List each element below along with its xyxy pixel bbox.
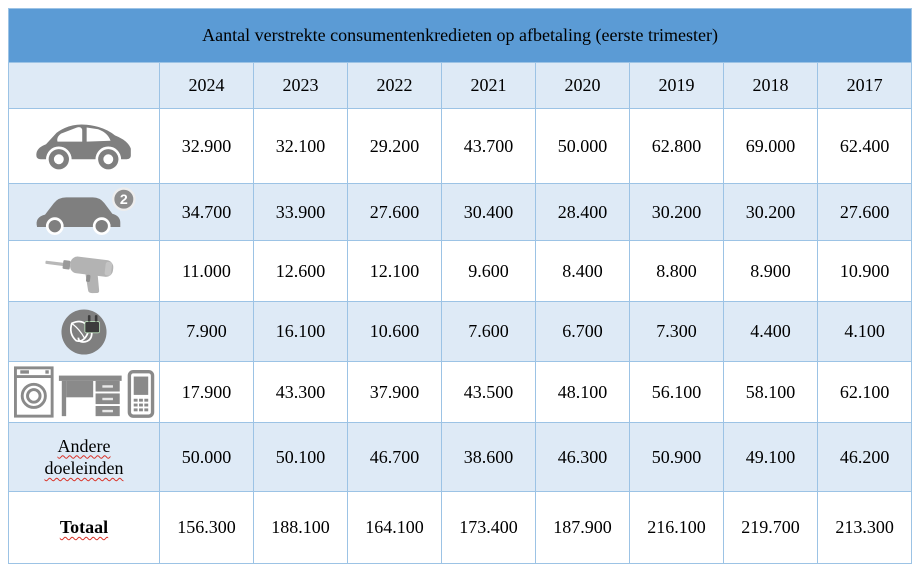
value-cell: 37.900 xyxy=(347,361,442,423)
value-cell: 46.200 xyxy=(816,422,913,492)
row-header-used-cars: 2 xyxy=(8,183,160,241)
household-appliances-icon xyxy=(10,364,159,420)
value-cell: 30.400 xyxy=(441,183,536,241)
value-cell: 58.100 xyxy=(723,361,818,423)
value-cell: 8.800 xyxy=(629,240,724,302)
value-cell: 4.400 xyxy=(723,301,818,362)
value-cell: 8.900 xyxy=(723,240,818,302)
value-cell: 12.600 xyxy=(253,240,348,302)
value-cell: 30.200 xyxy=(723,183,818,241)
value-cell: 9.600 xyxy=(441,240,536,302)
value-cell: 50.900 xyxy=(629,422,724,492)
value-cell: 16.100 xyxy=(253,301,348,362)
year-header-2024: 2024 xyxy=(159,62,254,109)
value-cell: 12.100 xyxy=(347,240,442,302)
year-header-2019: 2019 xyxy=(629,62,724,109)
value-cell: 32.900 xyxy=(159,108,254,184)
value-cell: 10.600 xyxy=(347,301,442,362)
value-cell: 62.800 xyxy=(629,108,724,184)
value-cell: 56.100 xyxy=(629,361,724,423)
value-cell: 49.100 xyxy=(723,422,818,492)
value-cell: 69.000 xyxy=(723,108,818,184)
year-header-2018: 2018 xyxy=(723,62,818,109)
value-cell: 34.700 xyxy=(159,183,254,241)
value-cell: 11.000 xyxy=(159,240,254,302)
title-row: Aantal verstrekte consumentenkredieten o… xyxy=(7,8,913,63)
value-cell: 27.600 xyxy=(816,183,913,241)
year-header-2021: 2021 xyxy=(441,62,536,109)
year-header-2020: 2020 xyxy=(535,62,630,109)
table-row-used-cars: 2 34.700 33.900 27.600 30.400 28.400 30.… xyxy=(8,183,913,241)
value-cell: 7.600 xyxy=(441,301,536,362)
row-header-renovation xyxy=(8,240,160,302)
value-cell: 32.100 xyxy=(253,108,348,184)
consumer-credit-table: Aantal verstrekte consumentenkredieten o… xyxy=(7,8,913,564)
year-header-row: 2024 2023 2022 2021 2020 2019 2018 2017 xyxy=(8,62,913,109)
value-cell: 62.100 xyxy=(816,361,913,423)
value-cell: 50.000 xyxy=(535,108,630,184)
row-header-appliances xyxy=(8,361,160,423)
used-car-badge: 2 xyxy=(120,192,128,208)
value-cell: 48.100 xyxy=(535,361,630,423)
row-label-totaal: Totaal xyxy=(59,517,109,537)
value-cell: 17.900 xyxy=(159,361,254,423)
total-cell: 188.100 xyxy=(253,491,348,564)
value-cell: 62.400 xyxy=(816,108,913,184)
value-cell: 50.000 xyxy=(159,422,254,492)
value-cell: 7.900 xyxy=(159,301,254,362)
value-cell: 30.200 xyxy=(629,183,724,241)
value-cell: 46.700 xyxy=(347,422,442,492)
total-cell: 219.700 xyxy=(723,491,818,564)
value-cell: 8.400 xyxy=(535,240,630,302)
row-header-new-cars xyxy=(8,108,160,184)
table-title: Aantal verstrekte consumentenkredieten o… xyxy=(7,8,913,63)
value-cell: 43.300 xyxy=(253,361,348,423)
table-row-new-cars: 32.900 32.100 29.200 43.700 50.000 62.80… xyxy=(8,108,913,184)
year-header-2017: 2017 xyxy=(816,62,913,109)
total-cell: 156.300 xyxy=(159,491,254,564)
year-header-2022: 2022 xyxy=(347,62,442,109)
table-row-renovation: 11.000 12.600 12.100 9.600 8.400 8.800 8… xyxy=(8,240,913,302)
value-cell: 29.200 xyxy=(347,108,442,184)
corner-cell xyxy=(8,62,160,109)
table-row-appliances: 17.900 43.300 37.900 43.500 48.100 56.10… xyxy=(8,361,913,423)
table-row-other-purposes: Andere doeleinden 50.000 50.100 46.700 3… xyxy=(8,422,913,492)
used-car-icon: 2 xyxy=(10,186,159,238)
row-header-green-energy xyxy=(8,301,160,362)
value-cell: 43.500 xyxy=(441,361,536,423)
table-row-total: Totaal 156.300 188.100 164.100 173.400 1… xyxy=(8,491,913,564)
row-header-other-purposes: Andere doeleinden xyxy=(8,422,160,492)
total-cell: 213.300 xyxy=(816,491,913,564)
drill-icon xyxy=(10,246,159,296)
row-label-andere-doeleinden: Andere doeleinden xyxy=(44,435,124,479)
value-cell: 43.700 xyxy=(441,108,536,184)
value-cell: 27.600 xyxy=(347,183,442,241)
value-cell: 6.700 xyxy=(535,301,630,362)
year-header-2023: 2023 xyxy=(253,62,348,109)
value-cell: 28.400 xyxy=(535,183,630,241)
total-cell: 187.900 xyxy=(535,491,630,564)
value-cell: 33.900 xyxy=(253,183,348,241)
new-car-icon xyxy=(10,119,159,173)
total-cell: 216.100 xyxy=(629,491,724,564)
value-cell: 4.100 xyxy=(816,301,913,362)
total-cell: 164.100 xyxy=(347,491,442,564)
table-row-green-energy: 7.900 16.100 10.600 7.600 6.700 7.300 4.… xyxy=(8,301,913,362)
total-cell: 173.400 xyxy=(441,491,536,564)
row-header-total: Totaal xyxy=(8,491,160,564)
value-cell: 50.100 xyxy=(253,422,348,492)
green-energy-plug-icon xyxy=(10,306,159,358)
value-cell: 38.600 xyxy=(441,422,536,492)
value-cell: 46.300 xyxy=(535,422,630,492)
value-cell: 10.900 xyxy=(816,240,913,302)
value-cell: 7.300 xyxy=(629,301,724,362)
